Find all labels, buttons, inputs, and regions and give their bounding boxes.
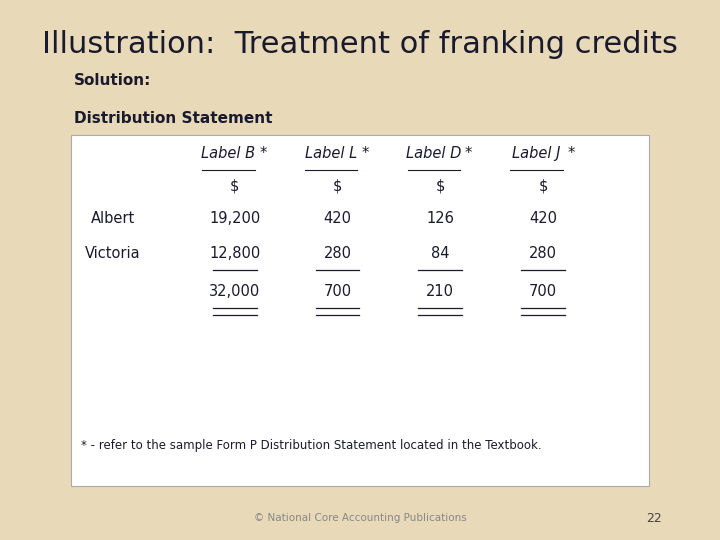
Text: $: $: [436, 179, 445, 194]
Text: Solution:: Solution:: [74, 73, 152, 88]
Text: 280: 280: [323, 246, 351, 261]
Text: 32,000: 32,000: [210, 284, 261, 299]
Text: 700: 700: [529, 284, 557, 299]
Text: © National Core Accounting Publications: © National Core Accounting Publications: [253, 514, 467, 523]
Text: 420: 420: [323, 211, 351, 226]
Text: 126: 126: [426, 211, 454, 226]
Text: $: $: [539, 179, 548, 194]
Text: 84: 84: [431, 246, 449, 261]
Text: 210: 210: [426, 284, 454, 299]
Text: *: *: [567, 146, 575, 161]
Text: 700: 700: [323, 284, 351, 299]
Text: Distribution Statement: Distribution Statement: [74, 111, 273, 126]
Text: $: $: [230, 179, 240, 194]
Text: Label B: Label B: [202, 146, 256, 161]
Text: *: *: [464, 146, 472, 161]
Text: *: *: [259, 146, 266, 161]
Text: * - refer to the sample Form P Distribution Statement located in the Textbook.: * - refer to the sample Form P Distribut…: [81, 439, 541, 452]
Text: Victoria: Victoria: [85, 246, 140, 261]
Text: $: $: [333, 179, 342, 194]
Text: Label D: Label D: [406, 146, 462, 161]
Text: Albert: Albert: [91, 211, 135, 226]
Text: 12,800: 12,800: [210, 246, 261, 261]
Text: Label L: Label L: [305, 146, 357, 161]
Text: *: *: [362, 146, 369, 161]
Text: Illustration:  Treatment of franking credits: Illustration: Treatment of franking cred…: [42, 30, 678, 59]
Text: 19,200: 19,200: [210, 211, 261, 226]
Text: Label J: Label J: [513, 146, 561, 161]
Text: 22: 22: [646, 512, 662, 525]
FancyBboxPatch shape: [71, 135, 649, 486]
Text: 420: 420: [529, 211, 557, 226]
Text: 280: 280: [529, 246, 557, 261]
